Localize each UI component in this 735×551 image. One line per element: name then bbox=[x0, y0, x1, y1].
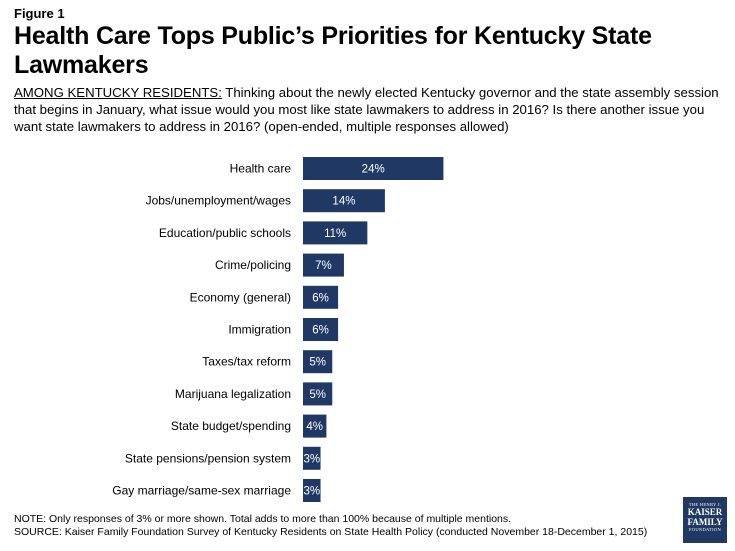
bar-chart: Health care 24% Jobs/unemployment/wages 14%… bbox=[112, 157, 444, 502]
chart-title: Health Care Tops Public’s Priorities for… bbox=[14, 22, 652, 79]
data-label: 4% bbox=[306, 421, 323, 433]
survey-question: AMONG KENTUCKY RESIDENTS: Thinking about… bbox=[14, 84, 729, 135]
data-label: 6% bbox=[312, 325, 329, 337]
category-label: Taxes/tax reform bbox=[202, 355, 291, 369]
data-label: 11% bbox=[324, 228, 346, 240]
bar bbox=[303, 446, 321, 470]
category-label: Education/public schools bbox=[159, 226, 291, 240]
bar bbox=[303, 414, 327, 438]
bar bbox=[303, 189, 385, 213]
category-label: Jobs/unemployment/wages bbox=[146, 194, 291, 208]
bar bbox=[303, 318, 339, 341]
category-label: Health care bbox=[230, 162, 292, 176]
bar bbox=[303, 382, 333, 406]
logo-line-2: KAISER bbox=[687, 507, 723, 517]
bar bbox=[303, 350, 333, 374]
source-text: SOURCE: Kaiser Family Foundation Survey … bbox=[14, 526, 648, 538]
bar bbox=[303, 285, 339, 309]
question-text: Thinking about the newly elected Kentuck… bbox=[14, 85, 719, 134]
bar bbox=[303, 253, 344, 277]
category-label: State pensions/pension system bbox=[125, 451, 291, 465]
category-label: Crime/policing bbox=[215, 258, 291, 272]
bar bbox=[303, 479, 321, 502]
logo-line-1: THE HENRY J. bbox=[688, 502, 722, 507]
category-label: Economy (general) bbox=[190, 290, 291, 304]
note-text: NOTE: Only responses of 3% or more shown… bbox=[14, 513, 512, 525]
data-label: 14% bbox=[332, 196, 355, 208]
data-label: 24% bbox=[362, 164, 385, 176]
figure-label: Figure 1 bbox=[14, 6, 65, 21]
category-label: Immigration bbox=[228, 323, 291, 337]
bar bbox=[303, 157, 444, 180]
logo-line-4: FOUNDATION bbox=[689, 527, 721, 532]
kff-logo: THE HENRY J. KAISER FAMILY FOUNDATION bbox=[683, 497, 727, 543]
category-label: State budget/spending bbox=[171, 419, 291, 433]
data-label: 3% bbox=[303, 486, 320, 498]
data-label: 5% bbox=[309, 389, 326, 401]
category-label: Gay marriage/same-sex marriage bbox=[112, 484, 291, 498]
logo-line-3: FAMILY bbox=[687, 517, 723, 527]
data-label: 5% bbox=[309, 357, 326, 369]
question-lead: AMONG KENTUCKY RESIDENTS: bbox=[14, 85, 222, 100]
category-label: Marijuana legalization bbox=[175, 387, 291, 401]
data-label: 3% bbox=[303, 453, 320, 465]
data-label: 7% bbox=[315, 260, 332, 272]
chart-notes: NOTE: Only responses of 3% or more shown… bbox=[14, 513, 664, 539]
data-label: 6% bbox=[312, 292, 329, 304]
bar bbox=[303, 221, 368, 245]
